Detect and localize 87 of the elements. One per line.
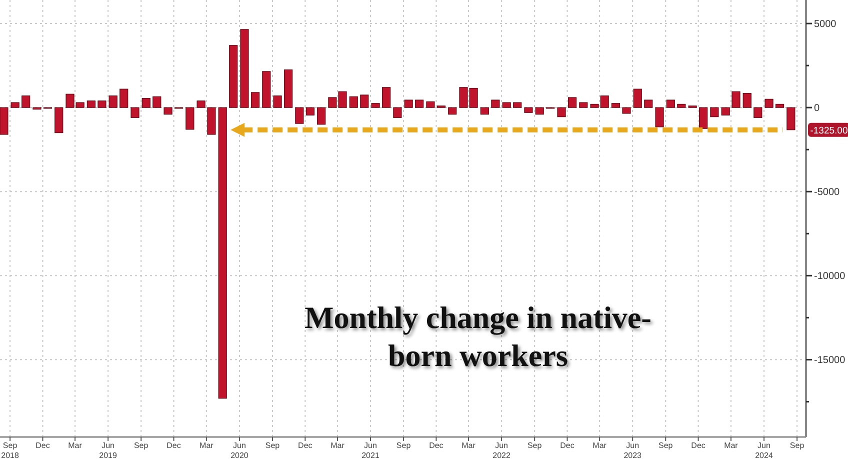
bar	[502, 102, 511, 108]
x-tick-label: Sep	[527, 441, 542, 450]
x-tick-label: Jun 2019	[99, 441, 118, 459]
bar	[513, 102, 522, 108]
bar	[186, 107, 194, 130]
bar	[164, 107, 172, 115]
bar	[764, 98, 774, 108]
x-tick-label: Dec	[560, 441, 574, 450]
bar	[218, 107, 227, 399]
x-tick-label: Jun 2023	[624, 441, 642, 459]
bar	[250, 92, 260, 108]
bar	[86, 100, 96, 108]
bar	[229, 45, 238, 108]
x-tick-label: Dec	[36, 441, 50, 450]
bar	[775, 104, 784, 108]
y-tick-label: 5000	[814, 19, 837, 30]
bar	[382, 87, 391, 108]
bar	[10, 102, 20, 108]
x-tick-label: Jun 2021	[362, 441, 380, 459]
bar	[491, 100, 500, 108]
bar	[108, 96, 118, 108]
text: Monthly change in native-born workers	[304, 300, 652, 373]
x-tick-label: Mar	[200, 441, 214, 450]
x-tick-label: Jun 2020	[230, 441, 249, 459]
bar	[306, 107, 314, 116]
bar	[666, 100, 675, 108]
x-tick-label: Dec	[691, 441, 706, 450]
x-tick-label: Sep	[134, 441, 149, 450]
annotation: -1325.00	[810, 125, 848, 136]
x-tick-label: Sep	[658, 441, 674, 450]
x-tick-label: Jun 2024	[755, 441, 774, 459]
bar	[273, 96, 282, 108]
bar	[54, 107, 64, 134]
bar	[568, 97, 577, 108]
bar	[360, 94, 369, 108]
bar	[0, 107, 8, 135]
bar	[699, 107, 708, 129]
bar	[295, 107, 304, 124]
bar	[611, 103, 620, 108]
x-tick-label: Dec	[166, 441, 181, 450]
bar	[448, 107, 457, 115]
bar	[142, 98, 150, 108]
bar	[655, 107, 664, 128]
bar	[152, 96, 162, 108]
bar	[644, 100, 653, 108]
bar	[22, 96, 30, 108]
x-tick-label: Mar	[724, 441, 738, 450]
x-tick-label: Mar	[592, 441, 607, 450]
bar	[240, 29, 249, 108]
bar	[622, 107, 631, 114]
x-tick-label: Jun 2022	[492, 441, 511, 459]
bar	[371, 103, 380, 108]
x-tick-label: Sep	[790, 441, 805, 450]
bar	[480, 107, 489, 115]
x-tick-label: Sep	[265, 441, 280, 450]
bar	[349, 96, 358, 108]
bar	[393, 107, 402, 118]
y-tick-label: -15000	[814, 355, 846, 366]
x-tick-label: Mar	[462, 441, 476, 450]
bar	[633, 88, 642, 108]
bar	[524, 107, 533, 113]
bar	[284, 69, 293, 108]
bar	[415, 100, 424, 108]
x-tick-label: Sep	[396, 441, 412, 450]
bar	[120, 88, 128, 108]
bar	[404, 100, 413, 108]
x-tick-label: Mar	[330, 441, 345, 450]
x-tick-label: Mar	[68, 441, 82, 450]
bar	[535, 107, 544, 115]
y-tick-label: -5000	[814, 187, 840, 198]
x-tick-label: Dec	[429, 441, 444, 450]
bar	[677, 104, 686, 108]
bar	[786, 107, 796, 130]
bar	[130, 107, 140, 118]
bar	[426, 101, 435, 108]
bar	[754, 107, 762, 118]
x-tick-label: Sep 2018	[1, 441, 20, 459]
bar	[317, 107, 326, 125]
bar	[262, 71, 271, 108]
x-tick-label: Dec	[298, 441, 312, 450]
y-tick-label: -10000	[814, 271, 846, 282]
bar	[579, 102, 588, 108]
bar	[710, 107, 719, 118]
bar	[98, 100, 106, 108]
bar	[742, 92, 752, 108]
y-tick-label: 0	[814, 103, 820, 114]
bar	[557, 107, 566, 118]
